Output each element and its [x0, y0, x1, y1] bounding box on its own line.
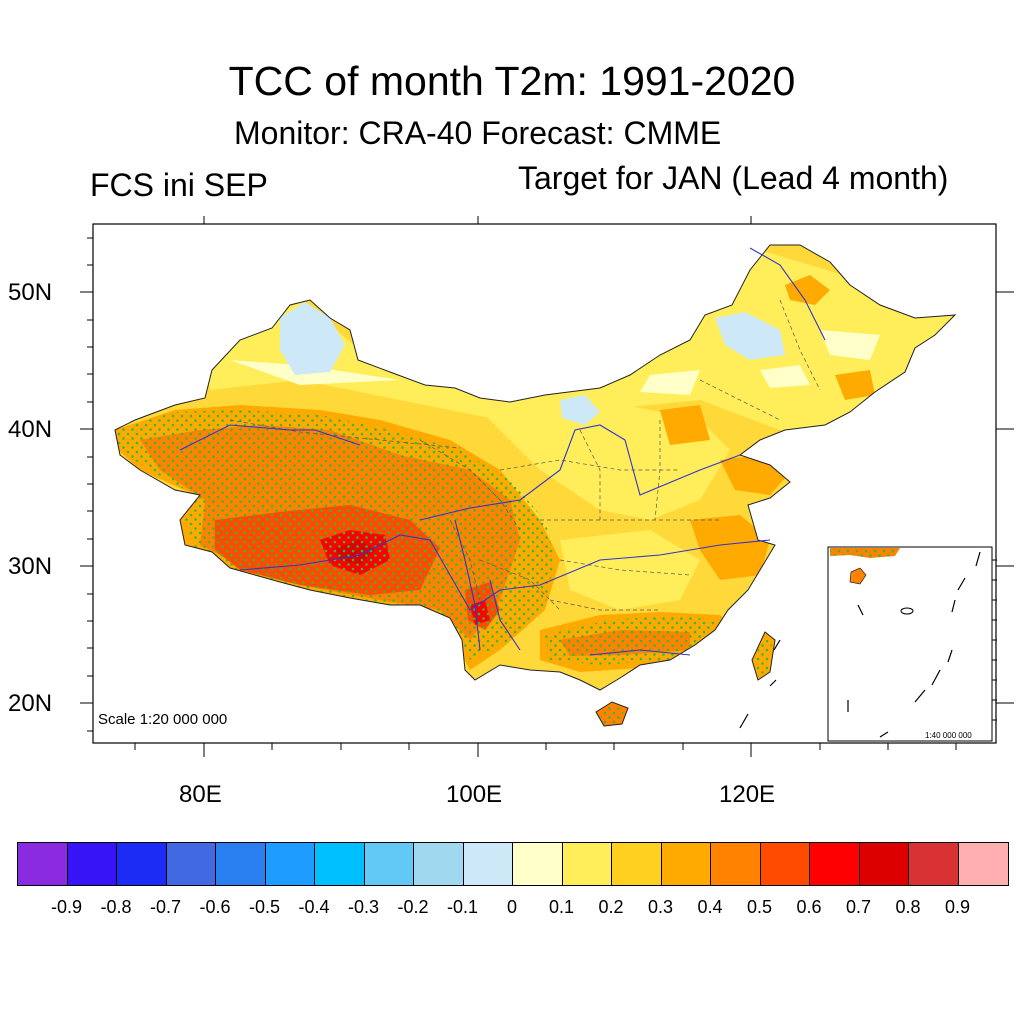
inset-scale-label: 1:40 000 000	[925, 731, 972, 740]
colorbar-cell	[117, 843, 167, 885]
lat-tick-marks	[80, 237, 1014, 732]
colorbar-cell	[661, 843, 711, 885]
colorbar-label: 0.8	[895, 897, 921, 917]
colorbar-cell	[364, 843, 414, 885]
colorbar-label: 0.9	[944, 897, 971, 917]
colorbar-label: -0.6	[199, 897, 231, 917]
colorbar-label: 0	[506, 897, 518, 917]
colorbar-cell	[909, 843, 959, 885]
colorbar-cell	[513, 843, 563, 885]
colorbar-label: -0.5	[248, 897, 281, 917]
colorbar-label: -0.9	[50, 897, 83, 917]
colorbar-label: 0.1	[548, 897, 575, 917]
colorbar-cell	[562, 843, 612, 885]
colorbar	[17, 842, 1009, 886]
province-borders	[229, 299, 821, 611]
lon-tick-80e: 80E	[179, 781, 222, 808]
lat-tick-30n: 30N	[8, 553, 53, 580]
lat-tick-50n: 50N	[8, 279, 53, 306]
colorbar-cell	[958, 843, 1008, 885]
lon-tick-120e: 120E	[719, 781, 776, 808]
colorbar-cell	[414, 843, 464, 885]
chart-title: TCC of month T2m: 1991-2020	[228, 58, 796, 104]
colorbar-cell	[315, 843, 365, 885]
colorbar-label: -0.1	[446, 897, 479, 917]
colorbar-cell	[166, 843, 216, 885]
init-label: FCS ini SEP	[90, 167, 268, 203]
colorbar-cell	[67, 843, 117, 885]
colorbar-cell	[18, 843, 68, 885]
colorbar-label: -0.7	[149, 897, 182, 917]
colorbar-cell	[760, 843, 810, 885]
colorbar-label: 0.3	[647, 897, 674, 917]
colorbar-label: 0.4	[697, 897, 723, 917]
lat-tick-40n: 40N	[8, 416, 53, 443]
lat-tick-20n: 20N	[8, 690, 53, 717]
colorbar-label: -0.3	[347, 897, 380, 917]
target-label: Target for JAN (Lead 4 month)	[518, 160, 949, 196]
south-china-sea-inset	[739, 546, 997, 742]
colorbar-cell	[810, 843, 860, 885]
colorbar-label: 0.5	[746, 897, 773, 917]
lon-tick-100e: 100E	[446, 781, 503, 808]
colorbar-label: 0.2	[598, 897, 624, 917]
colorbar-label: -0.2	[397, 897, 429, 917]
colorbar-label: 0.6	[796, 897, 822, 917]
colorbar-label: -0.8	[100, 897, 132, 917]
colorbar-cell	[216, 843, 266, 885]
colorbar-cell	[711, 843, 761, 885]
colorbar-cell	[859, 843, 909, 885]
colorbar-cell	[463, 843, 513, 885]
colorbar-label: 0.7	[845, 897, 872, 917]
rivers	[179, 247, 826, 656]
colorbar-cell	[265, 843, 315, 885]
lon-tick-marks	[134, 216, 957, 757]
colorbar-label: -0.4	[298, 897, 330, 917]
chart-subtitle: Monitor: CRA-40 Forecast: CMME	[234, 115, 722, 151]
map-scale-label: Scale 1:20 000 000	[98, 711, 228, 728]
colorbar-cell	[612, 843, 662, 885]
